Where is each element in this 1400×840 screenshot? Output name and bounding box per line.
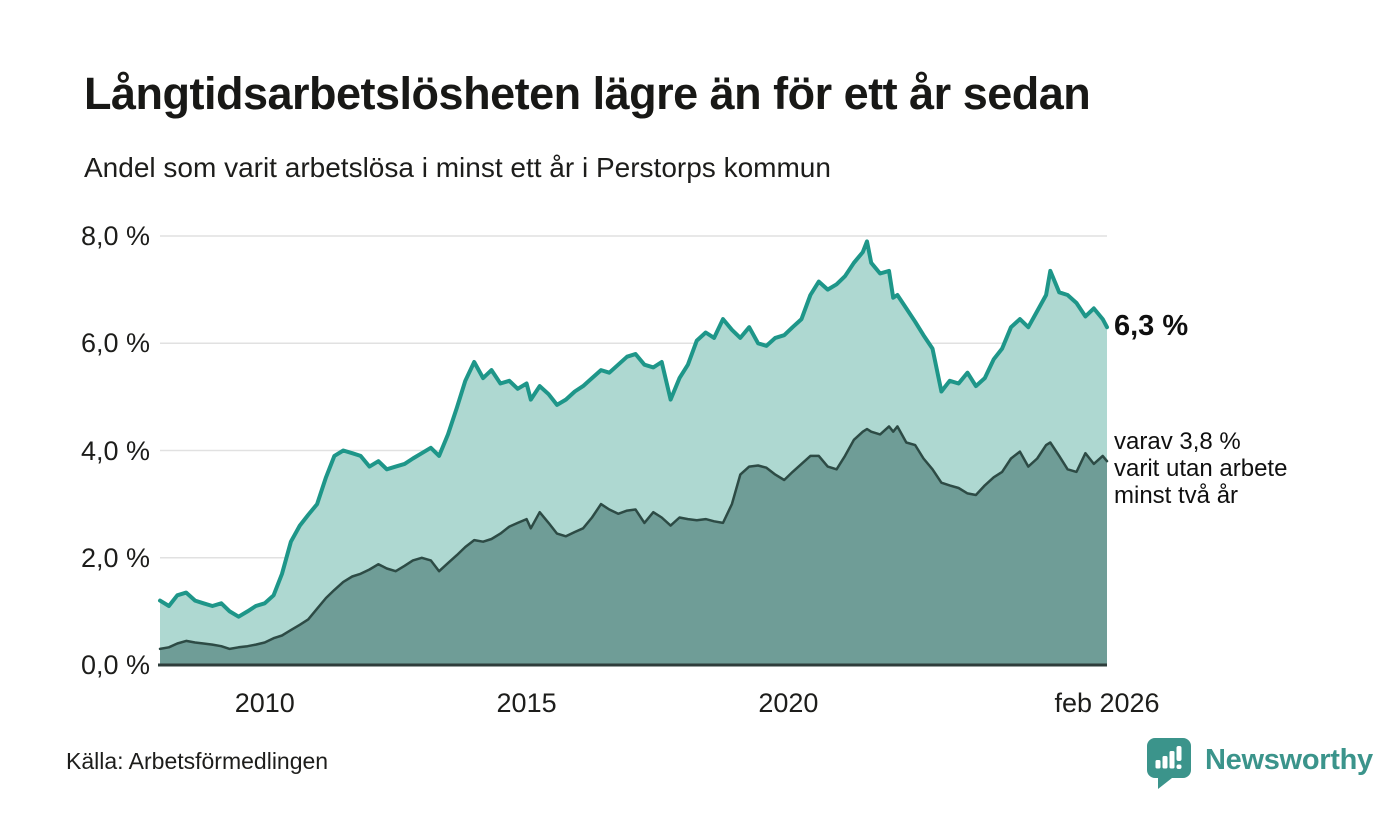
x-tick-label: feb 2026 — [1054, 688, 1160, 718]
chart-subtitle: Andel som varit arbetslösa i minst ett å… — [84, 152, 831, 183]
y-tick-label: 8,0 % — [80, 221, 150, 251]
x-tick-label: 2015 — [496, 688, 557, 718]
x-tick-label: 2010 — [234, 688, 295, 718]
y-tick-label: 2,0 % — [80, 542, 150, 573]
newsworthy-wordmark: Newsworthy — [1205, 744, 1373, 776]
line-two-year — [158, 425, 1109, 651]
annotation-two-year-latest: varav 3,8 % varit utan arbete minst två … — [1114, 428, 1288, 510]
line-total — [158, 239, 1109, 619]
newsworthy-logo: Newsworthy — [1146, 737, 1373, 795]
y-tick-label: 4,0 % — [80, 435, 150, 466]
annotation-total-latest: 6,3 % — [1114, 310, 1189, 342]
source-note: Källa: Arbetsförmedlingen — [66, 748, 329, 774]
chart-title: Långtidsarbetslösheten lägre än för ett … — [84, 68, 1091, 119]
newsworthy-bubble-chart-icon — [1146, 737, 1192, 795]
y-tick-label: 0,0 % — [80, 650, 150, 680]
y-tick-label: 6,0 % — [80, 328, 150, 359]
area-two-year — [160, 426, 1107, 665]
x-tick-label: 2020 — [758, 688, 819, 718]
